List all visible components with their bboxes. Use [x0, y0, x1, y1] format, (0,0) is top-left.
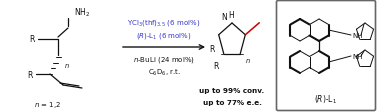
FancyBboxPatch shape — [276, 1, 375, 111]
Text: up to 77% e.e.: up to 77% e.e. — [203, 99, 262, 105]
Text: NH$_2$: NH$_2$ — [74, 7, 90, 19]
Text: $n$ = 1,2: $n$ = 1,2 — [34, 99, 62, 109]
Text: $(R)$-L$_1$ (6 mol%): $(R)$-L$_1$ (6 mol%) — [136, 31, 192, 41]
Text: R: R — [209, 45, 214, 54]
Text: NH: NH — [352, 54, 363, 59]
Text: R: R — [27, 70, 33, 79]
Text: $n$: $n$ — [245, 56, 251, 64]
Text: YCl$_3$(thf)$_{3.5}$ (6 mol%): YCl$_3$(thf)$_{3.5}$ (6 mol%) — [127, 18, 201, 28]
Text: H: H — [228, 10, 234, 19]
Text: $n$-BuLi (24 mol%): $n$-BuLi (24 mol%) — [133, 55, 195, 64]
Text: $n$: $n$ — [64, 61, 70, 69]
Text: $(R)$-L$_1$: $(R)$-L$_1$ — [314, 93, 338, 105]
Text: N: N — [221, 13, 227, 22]
Text: C$_6$D$_6$, r.t.: C$_6$D$_6$, r.t. — [147, 67, 180, 77]
Text: R: R — [213, 62, 218, 71]
Text: up to 99% conv.: up to 99% conv. — [200, 87, 265, 93]
Text: R: R — [29, 35, 35, 44]
Text: NH: NH — [352, 33, 363, 39]
